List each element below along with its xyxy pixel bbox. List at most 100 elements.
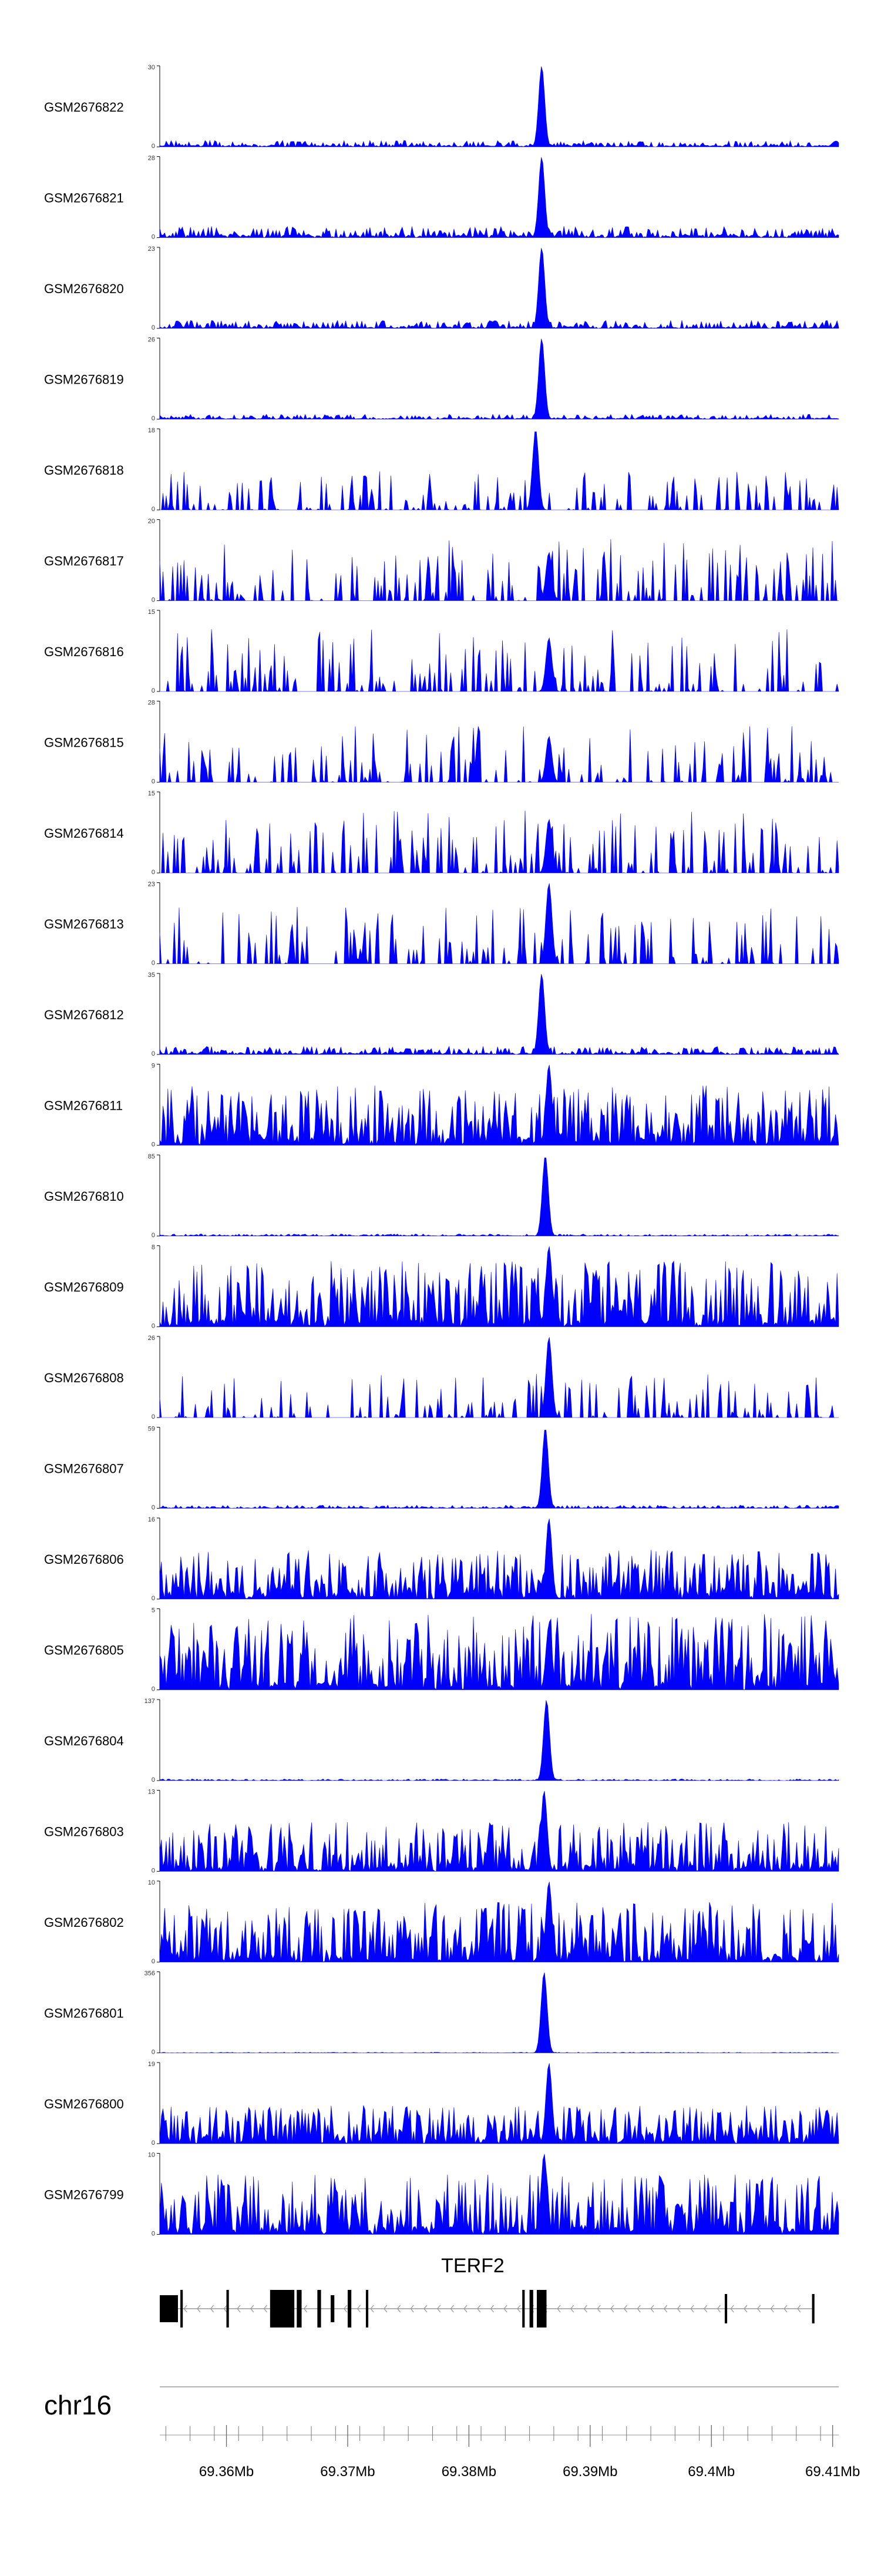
y-max-label: 35 <box>148 972 155 979</box>
track-label: GSM2676822 <box>44 100 124 115</box>
exon <box>226 2290 229 2328</box>
strand-arrow <box>784 2305 788 2313</box>
y-max-label: 19 <box>148 2061 155 2068</box>
strand-arrow <box>650 2305 654 2313</box>
strand-arrow <box>704 2305 708 2313</box>
track-label: GSM2676810 <box>44 1189 124 1204</box>
y-max-label: 13 <box>148 1789 155 1796</box>
strand-arrow <box>770 2305 774 2313</box>
strand-arrow <box>197 2305 201 2313</box>
track-label: GSM2676815 <box>44 735 124 750</box>
strand-arrow <box>730 2305 734 2313</box>
exon <box>529 2290 533 2328</box>
y-max-label: 137 <box>144 1698 155 1705</box>
strand-arrow <box>436 2305 441 2313</box>
y-min-label: 0 <box>152 597 155 604</box>
track-label: GSM2676800 <box>44 2097 124 2111</box>
track-label: GSM2676801 <box>44 2006 124 2021</box>
strand-arrow <box>677 2305 681 2313</box>
track-label: GSM2676820 <box>44 281 124 296</box>
y-min-label: 0 <box>152 1868 155 1875</box>
track-label: GSM2676821 <box>44 191 124 206</box>
exon <box>347 2290 352 2328</box>
y-max-label: 59 <box>148 1426 155 1433</box>
coverage-area <box>159 1972 839 2053</box>
tick-label: 69.39Mb <box>563 2464 617 2480</box>
strand-arrow <box>250 2305 254 2313</box>
track-label: GSM2676804 <box>44 1734 124 1748</box>
strand-arrow <box>223 2305 227 2313</box>
y-max-label: 356 <box>144 1970 155 1977</box>
y-max-label: 28 <box>148 700 155 707</box>
track-label: GSM2676818 <box>44 463 124 478</box>
coverage-area <box>159 1337 839 1419</box>
strand-arrow <box>183 2305 187 2313</box>
coverage-area <box>159 2063 839 2144</box>
y-max-label: 28 <box>148 155 155 162</box>
track-label: GSM2676808 <box>44 1371 124 1385</box>
strand-arrow <box>370 2305 374 2313</box>
strand-arrow <box>744 2305 748 2313</box>
y-max-label: 15 <box>148 609 155 616</box>
coverage-area <box>159 1246 839 1328</box>
tick-label: 69.41Mb <box>805 2464 860 2480</box>
gene-name: TERF2 <box>441 2255 505 2277</box>
coverage-area <box>160 629 839 693</box>
track-label: GSM2676811 <box>44 1099 123 1113</box>
chromosome-label: chr16 <box>44 2390 112 2420</box>
y-max-label: 10 <box>148 1879 155 1886</box>
exon <box>317 2290 321 2328</box>
y-min-label: 0 <box>152 234 155 241</box>
y-min-label: 0 <box>152 1141 155 1148</box>
track-label: GSM2676812 <box>44 1007 124 1022</box>
strand-arrow <box>503 2305 507 2313</box>
coverage-area <box>159 66 839 147</box>
y-max-label: 26 <box>148 1335 155 1342</box>
y-max-label: 30 <box>148 64 155 71</box>
track-label: GSM2676813 <box>44 917 124 932</box>
strand-arrow <box>663 2305 668 2313</box>
y-min-label: 0 <box>152 1958 155 1965</box>
strand-arrow <box>237 2305 241 2313</box>
tick-label: 69.36Mb <box>199 2464 254 2480</box>
coverage-area <box>159 157 839 239</box>
coverage-area <box>159 1791 839 1872</box>
strand-arrow <box>423 2305 428 2313</box>
exon <box>331 2295 335 2322</box>
track-label: GSM2676809 <box>44 1280 124 1295</box>
y-min-label: 0 <box>152 1686 155 1693</box>
track-label: GSM2676819 <box>44 372 124 387</box>
strand-arrow <box>384 2305 388 2313</box>
y-max-label: 23 <box>148 881 155 888</box>
exon <box>297 2290 302 2328</box>
y-min-label: 0 <box>152 960 155 967</box>
strand-arrow <box>476 2305 481 2313</box>
y-min-label: 0 <box>152 1776 155 1784</box>
coverage-area <box>159 1614 839 1691</box>
coverage-area <box>159 974 839 1055</box>
track-label: GSM2676814 <box>44 826 124 841</box>
strand-arrow <box>756 2305 761 2313</box>
y-max-label: 15 <box>148 790 155 797</box>
strand-arrow <box>570 2305 574 2313</box>
y-min-label: 0 <box>152 1413 155 1420</box>
coverage-area <box>159 1064 839 1146</box>
strand-arrow <box>690 2305 694 2313</box>
strand-arrow <box>450 2305 454 2313</box>
y-min-label: 0 <box>152 2231 155 2238</box>
track-label: GSM2676816 <box>44 644 124 659</box>
track-label: GSM2676806 <box>44 1552 124 1567</box>
y-min-label: 0 <box>152 1050 155 1057</box>
strand-arrow <box>490 2305 495 2313</box>
tick-label: 69.38Mb <box>442 2464 496 2480</box>
strand-arrow <box>263 2305 268 2313</box>
y-min-label: 0 <box>152 143 155 150</box>
track-label: GSM2676817 <box>44 554 124 569</box>
exon <box>522 2290 525 2328</box>
coverage-area <box>159 338 839 419</box>
strand-arrow <box>717 2305 721 2313</box>
strand-arrow <box>357 2305 361 2313</box>
y-min-label: 0 <box>152 869 155 876</box>
track-label: GSM2676807 <box>44 1462 124 1476</box>
strand-arrow <box>597 2305 601 2313</box>
